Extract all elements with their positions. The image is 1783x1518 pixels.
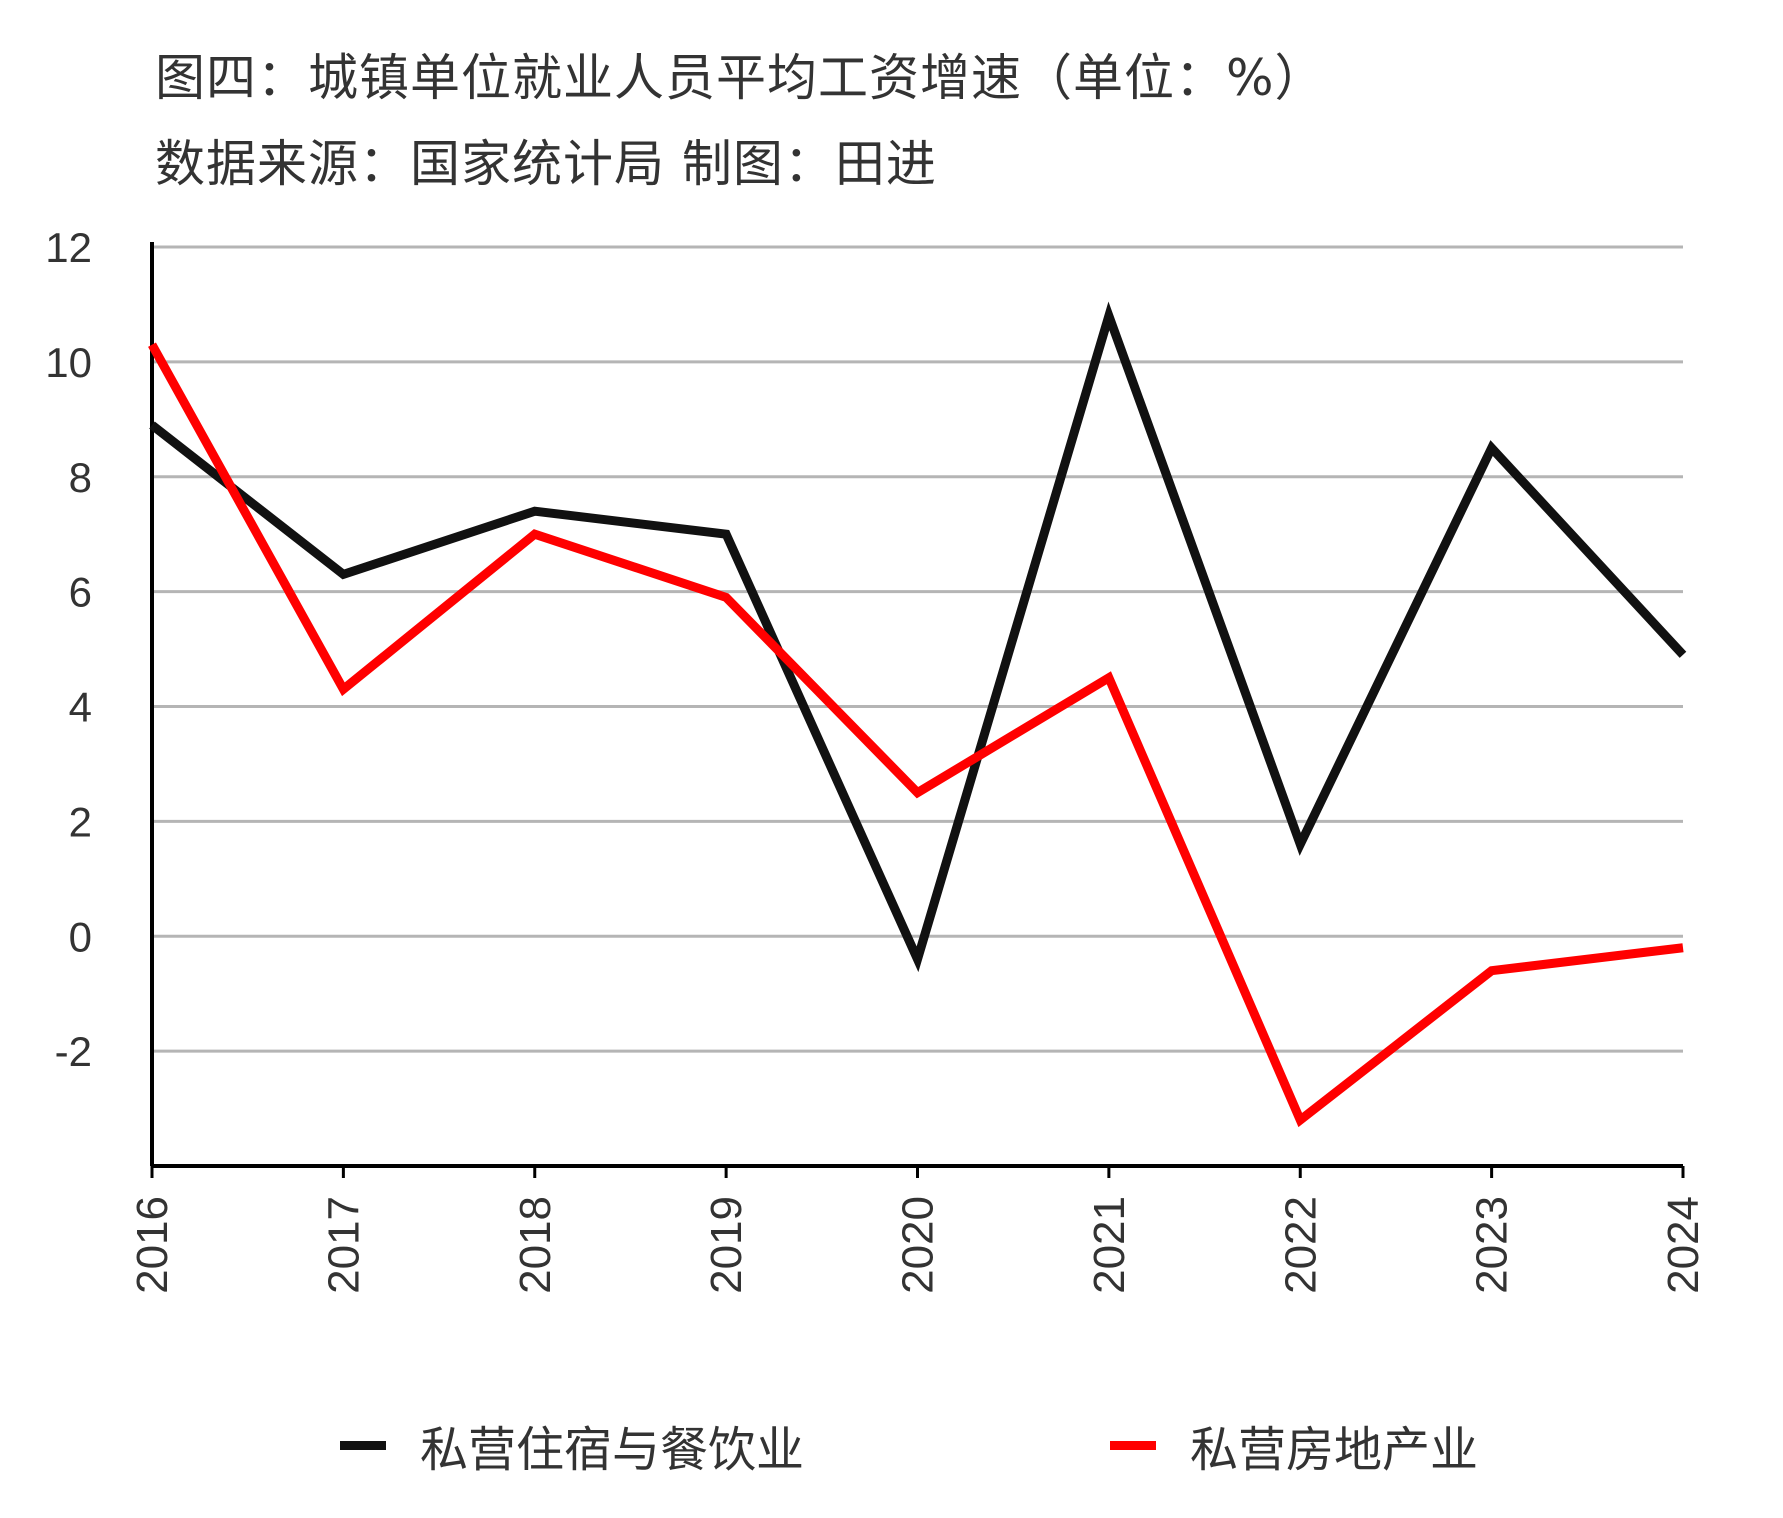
series-line-1 <box>148 342 1684 1128</box>
legend-swatch <box>340 1440 386 1450</box>
chart-title: 图四：城镇单位就业人员平均工资增速（单位：%） <box>155 49 1326 107</box>
y-tick-label: 10 <box>45 339 92 386</box>
x-tick-label: 2022 <box>1276 1196 1325 1294</box>
x-tick-label: 2017 <box>319 1196 368 1294</box>
legend-item-1: 私营房地产业 <box>1110 1410 1478 1480</box>
legend-item-0: 私营住宿与餐饮业 <box>340 1410 804 1480</box>
x-tick-label: 2024 <box>1659 1196 1708 1294</box>
legend-swatch <box>1110 1440 1156 1450</box>
x-tick-label: 2021 <box>1085 1196 1134 1294</box>
x-tick-label: 2019 <box>702 1196 751 1294</box>
y-tick-label: 8 <box>69 454 92 501</box>
legend-label: 私营房地产业 <box>1190 1422 1479 1478</box>
y-tick-label: 0 <box>69 913 92 960</box>
legend-label: 私营住宿与餐饮业 <box>420 1422 805 1478</box>
y-tick-label: 4 <box>69 684 92 731</box>
x-tick-label: 2018 <box>511 1196 560 1294</box>
x-tick-label: 2016 <box>128 1196 177 1294</box>
chart-subtitle: 数据来源：国家统计局 制图：田进 <box>155 135 937 193</box>
x-tick-label: 2020 <box>894 1196 943 1294</box>
y-tick-label: 6 <box>69 569 92 616</box>
y-tick-label: 12 <box>45 224 92 271</box>
series-line-0 <box>149 301 1687 973</box>
x-tick-label: 2023 <box>1468 1196 1517 1294</box>
y-tick-label: -2 <box>55 1028 92 1075</box>
y-tick-label: 2 <box>69 798 92 845</box>
